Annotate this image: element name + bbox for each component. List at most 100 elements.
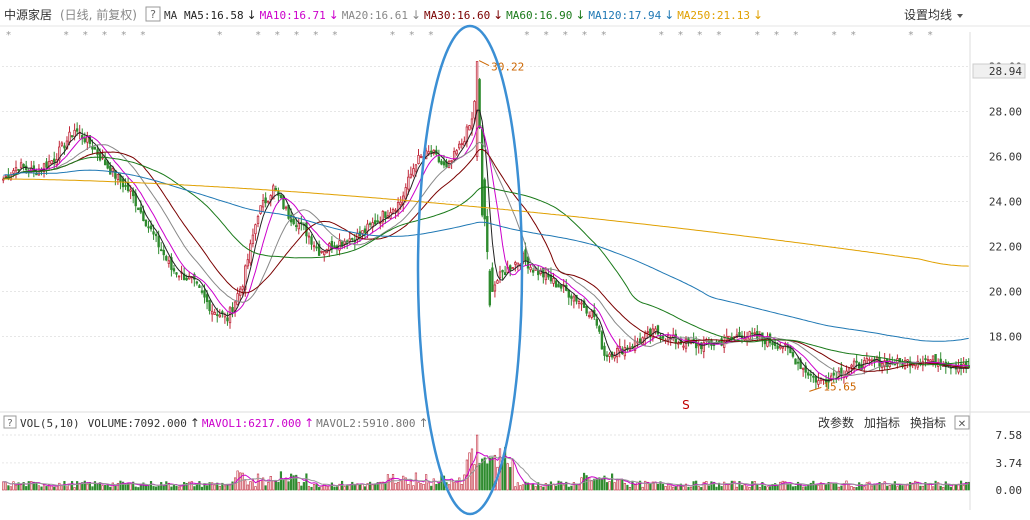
volume-bar	[855, 487, 858, 491]
volume-bar	[81, 482, 84, 491]
candle-97	[249, 239, 252, 266]
volume-bar	[170, 486, 173, 491]
event-marker: *	[793, 30, 798, 41]
candle-294	[751, 327, 754, 341]
volume-bar	[896, 486, 899, 491]
help-icon[interactable]: ?	[150, 8, 156, 21]
candle-body	[480, 129, 484, 216]
candle-236	[603, 342, 606, 361]
candle-190	[486, 208, 489, 260]
candle-23	[60, 141, 64, 148]
volume-bar	[32, 481, 35, 491]
volume-bar	[710, 481, 713, 491]
volume-bar	[786, 483, 789, 491]
candle-315	[804, 362, 807, 379]
volume-bar	[172, 484, 176, 491]
candle-body	[804, 365, 807, 373]
candle-body	[124, 185, 127, 187]
volume-bar	[155, 486, 158, 491]
candle-body	[603, 345, 606, 356]
candle-body	[789, 346, 792, 354]
volume-bar	[422, 483, 425, 491]
close-box[interactable]	[954, 415, 970, 430]
header-bar: 中源家居 (日线, 前复权)? MA MA5:16.58 ↓ MA10:16.71 ↓ MA2…	[0, 6, 1030, 27]
vol-help-icon[interactable]: ?	[7, 418, 12, 429]
help-box[interactable]	[145, 6, 161, 22]
price-tag-value: 28.94	[989, 65, 1022, 78]
candle-159	[407, 169, 410, 195]
volume-bar	[425, 474, 428, 491]
candle-29	[75, 122, 79, 136]
candle-291	[743, 331, 746, 342]
candle-body	[447, 160, 451, 169]
close-icon[interactable]: ✕	[958, 419, 966, 430]
volume-bar	[177, 486, 181, 491]
candle-body	[384, 211, 387, 218]
ma-settings-label[interactable]: 设置均线	[904, 8, 952, 22]
help-button[interactable]: ?	[145, 6, 161, 22]
candle-body	[139, 207, 143, 213]
candle-body	[152, 231, 155, 235]
candle-body	[182, 273, 186, 281]
candle-body	[460, 143, 463, 146]
candle-88	[226, 312, 229, 326]
candle-207	[529, 264, 532, 273]
candle-body	[926, 359, 930, 361]
volume-bar	[804, 486, 807, 491]
volume-tick-label: 0.00	[996, 484, 1023, 497]
add-indicator-button[interactable]: 加指标	[864, 415, 900, 430]
candle-body	[794, 358, 797, 365]
volume-bar	[733, 480, 736, 491]
volume-bar	[366, 483, 369, 491]
candle-body	[231, 307, 234, 312]
candle-body	[483, 179, 486, 220]
volume-bar	[488, 457, 491, 491]
candle-body	[700, 342, 703, 350]
candle-body	[373, 220, 377, 225]
volume-bar	[259, 479, 262, 491]
volume-bar	[22, 482, 25, 491]
ma-settings-button[interactable]: 设置均线	[904, 8, 963, 22]
candle-142	[363, 225, 367, 239]
candle-body	[865, 358, 869, 364]
candle-354	[903, 356, 907, 370]
volume-bar	[514, 486, 517, 491]
candle-106	[272, 183, 275, 200]
caret-down-icon[interactable]	[957, 14, 963, 18]
candle-body	[478, 79, 481, 129]
volume-bar	[919, 485, 922, 491]
vol-help-box[interactable]	[3, 415, 17, 429]
volume-bar	[193, 486, 196, 491]
volume-bar	[394, 482, 397, 491]
switch-indicator-button[interactable]: 换指标	[910, 415, 946, 430]
candle-body	[188, 275, 191, 280]
volume-bar	[766, 486, 769, 491]
volume-bar	[216, 482, 219, 491]
vol-help-button[interactable]: ?	[3, 415, 17, 429]
candle-240	[613, 351, 616, 362]
volume-bar	[850, 485, 853, 491]
candle-body	[261, 200, 265, 208]
volume-bar	[595, 478, 598, 491]
candle-body	[172, 268, 176, 272]
volume-bar	[65, 486, 69, 491]
candle-221	[565, 279, 568, 292]
candle-34	[88, 135, 92, 148]
candle-body	[720, 338, 723, 346]
candle-305	[779, 342, 782, 350]
candle-66	[170, 253, 173, 277]
volume-bar	[646, 481, 649, 491]
candle-89	[228, 306, 232, 329]
candle-146	[373, 213, 377, 225]
volume-bar	[363, 486, 367, 491]
volume-bar	[644, 480, 647, 491]
volume-bar	[567, 486, 570, 491]
close-indicator-button[interactable]: ✕	[954, 415, 970, 430]
volume-bar	[802, 486, 805, 491]
volume-bar	[279, 471, 283, 491]
candle-body	[531, 269, 535, 273]
candle-body	[868, 359, 871, 361]
event-marker: *	[582, 30, 587, 41]
change-params-button[interactable]: 改参数	[818, 415, 854, 430]
candle-0	[2, 176, 5, 184]
